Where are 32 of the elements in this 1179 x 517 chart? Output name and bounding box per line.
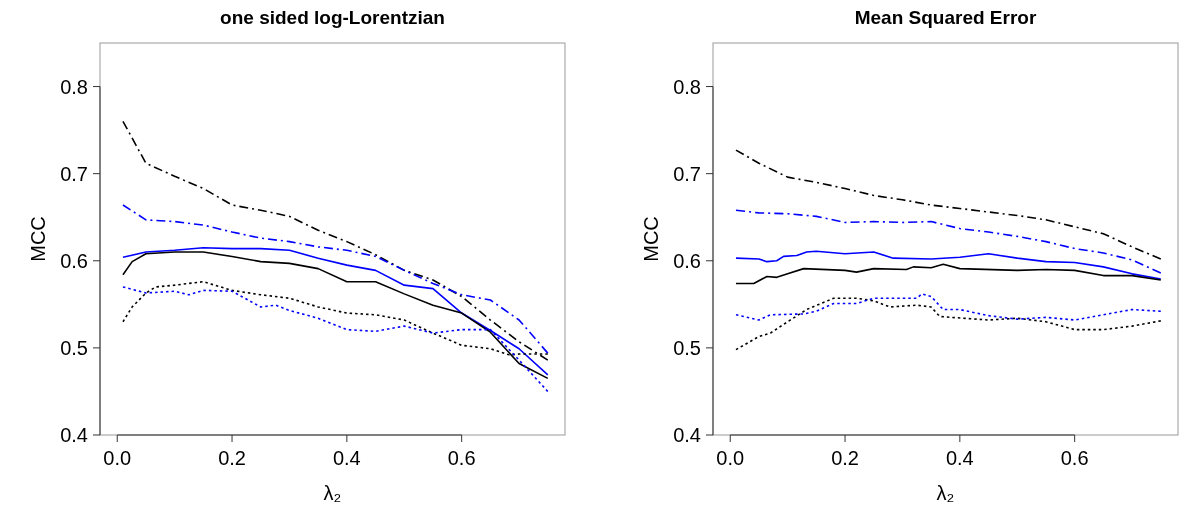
x-tick-label: 0.0 — [103, 447, 132, 469]
y-tick-label: 0.7 — [673, 162, 701, 185]
line-series — [122, 120, 549, 361]
x-tick-label: 0.4 — [332, 447, 361, 469]
x-tick-label: 0.6 — [447, 447, 476, 469]
x-tick-label: 0.4 — [945, 447, 974, 469]
y-tick-label: 0.6 — [60, 249, 88, 272]
y-axis-title: MCC — [640, 216, 662, 262]
line-series — [122, 204, 549, 354]
x-tick-label: 0.2 — [831, 447, 859, 469]
y-tick-label: 0.7 — [60, 162, 88, 185]
y-tick-label: 0.4 — [673, 424, 701, 446]
y-axis-title: MCC — [27, 216, 49, 262]
y-tick-label: 0.6 — [673, 249, 701, 272]
x-axis-title: λ₂ — [936, 482, 955, 504]
x-tick-label: 0.6 — [1060, 447, 1089, 469]
chart-title: Mean Squared Error — [854, 7, 1037, 28]
y-tick-label: 0.5 — [673, 336, 701, 359]
line-series — [735, 149, 1162, 260]
x-axis-title: λ₂ — [323, 482, 342, 504]
line-series — [735, 297, 1162, 351]
y-tick-label: 0.8 — [673, 75, 701, 98]
y-tick-label: 0.4 — [60, 424, 88, 446]
y-tick-label: 0.8 — [60, 75, 88, 98]
line-series — [735, 250, 1162, 280]
x-tick-label: 0.2 — [218, 447, 246, 469]
line-series — [735, 293, 1162, 321]
line-series — [735, 263, 1162, 285]
x-tick-label: 0.0 — [716, 447, 745, 469]
chart-title: one sided log-Lorentzian — [220, 7, 445, 28]
line-series — [735, 209, 1162, 274]
y-tick-label: 0.5 — [60, 336, 88, 359]
